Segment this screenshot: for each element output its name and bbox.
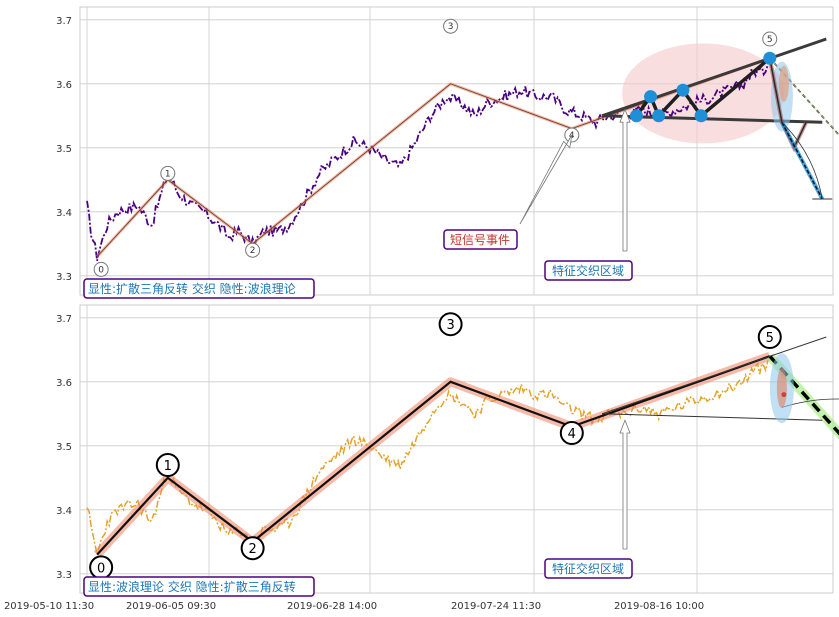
- triangle-upper-line: [601, 37, 827, 118]
- top-panel: 3.33.43.53.63.7012345短信号事件特征交织区域显性:扩散三角反…: [56, 6, 839, 299]
- arc-line: [781, 398, 839, 408]
- triangle-node-marker: [644, 90, 658, 104]
- zone-arrow: [619, 419, 631, 550]
- wave-number-marker: [155, 453, 180, 477]
- signal-point: [781, 392, 787, 398]
- wave-number-label: 1: [165, 169, 171, 179]
- y-tick-label: 3.7: [56, 314, 72, 325]
- wave-number-marker: [93, 261, 109, 277]
- legend-box: [83, 278, 315, 299]
- zone-arrow: [619, 108, 631, 252]
- y-tick-label: 3.5: [56, 144, 72, 155]
- wave-number-marker: [438, 312, 463, 337]
- short-projection: [781, 121, 823, 200]
- wave-number-marker: [160, 165, 176, 181]
- wave-number-label: 5: [766, 331, 774, 346]
- zone-label: 特征交织区域: [552, 263, 624, 278]
- x-tick-label: 2019-05-10 11:30: [4, 601, 94, 612]
- plot-frame: [79, 304, 834, 594]
- wave-number-marker: [762, 31, 778, 47]
- wave-number-label: 4: [568, 427, 576, 442]
- x-axis: 2019-05-10 11:30 2019-06-05 09:30 2019-06-…: [4, 601, 704, 612]
- triangle-node-marker: [694, 109, 708, 123]
- x-tick-label: 2019-08-16 10:00: [614, 601, 704, 612]
- legend-label: 显性:波浪理论 交织 隐性:扩散三角反转: [88, 579, 296, 594]
- wave-line: [96, 355, 771, 556]
- triangle-upper-line: [601, 336, 827, 415]
- wave-number-label: 0: [98, 265, 104, 275]
- y-tick-label: 3.3: [56, 272, 72, 283]
- wave-number-marker: [443, 18, 459, 34]
- wave-number-marker: [757, 325, 782, 349]
- wave-number-label: 2: [248, 542, 256, 557]
- y-tick-label: 3.3: [56, 570, 72, 581]
- event-arrow: [519, 134, 573, 225]
- y-tick-label: 3.7: [56, 16, 72, 27]
- wave-number-label: 2: [250, 246, 256, 256]
- y-tick-label: 3.4: [56, 506, 72, 517]
- wave-number-marker: [559, 421, 584, 445]
- wave-number-label: 3: [446, 318, 454, 333]
- wave-number-marker: [240, 536, 265, 561]
- triangle-node-marker: [652, 109, 666, 123]
- legend-label: 显性:扩散三角反转 交织 隐性:波浪理论: [88, 281, 296, 296]
- triangle-node-marker: [763, 51, 777, 65]
- zone-label: 特征交织区域: [552, 561, 624, 576]
- signal-zone-core: [776, 368, 787, 409]
- wave-number-label: 5: [767, 35, 773, 45]
- wave-number-label: 0: [97, 561, 105, 576]
- x-tick-label: 2019-06-05 09:30: [126, 601, 216, 612]
- wave-number-marker: [245, 242, 261, 258]
- event-label-box: [443, 229, 518, 250]
- y-tick-label: 3.5: [56, 442, 72, 453]
- arc-line: [781, 121, 823, 200]
- triangle-node-marker: [629, 109, 643, 123]
- zone-label-box: [544, 558, 633, 579]
- y-tick-label: 3.4: [56, 208, 72, 219]
- signal-zone-core: [778, 65, 789, 102]
- x-tick-label: 2019-06-28 14:00: [287, 601, 377, 612]
- triangle-node-marker: [676, 83, 690, 97]
- projection-halo: [769, 57, 839, 136]
- wave-number-label: 1: [164, 459, 172, 474]
- wave-number-label: 3: [448, 22, 454, 32]
- zone-label-box: [544, 260, 633, 281]
- y-tick-label: 3.6: [56, 378, 72, 389]
- price-line: [86, 57, 771, 261]
- y-tick-label: 3.6: [56, 80, 72, 91]
- x-tick-label: 2019-07-24 11:30: [451, 601, 541, 612]
- legend-box: [83, 576, 315, 597]
- event-label: 短信号事件: [450, 233, 510, 247]
